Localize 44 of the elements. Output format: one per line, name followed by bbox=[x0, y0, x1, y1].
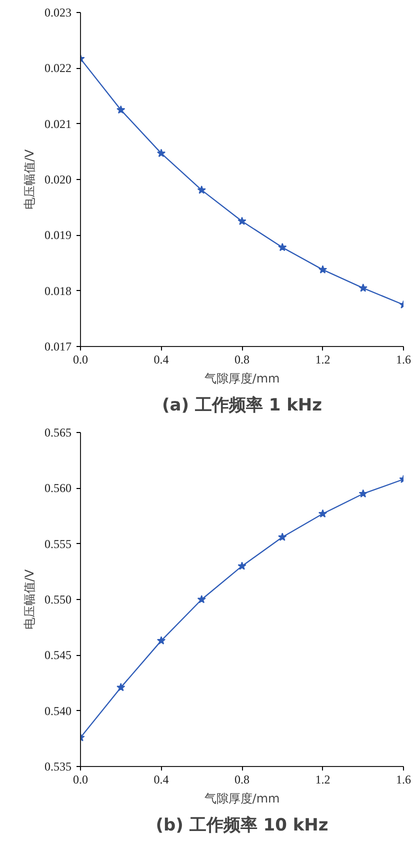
x-axis-title: 气隙厚度/mm bbox=[204, 372, 280, 386]
y-tick-label: 0.555 bbox=[44, 536, 72, 551]
y-tick-label: 0.535 bbox=[44, 760, 72, 774]
x-tick-label: 0.8 bbox=[234, 352, 250, 366]
y-tick-label: 0.022 bbox=[44, 61, 72, 76]
x-tick-label: 0.0 bbox=[73, 772, 88, 786]
x-tick-label: 0.8 bbox=[234, 772, 250, 786]
text: (b) 工作频率 10 kHz bbox=[156, 816, 328, 836]
point bbox=[358, 284, 368, 292]
x-tick-label: 0.0 bbox=[73, 352, 88, 366]
y-tick-label: 0.020 bbox=[44, 172, 72, 186]
y-tick-label: 0.565 bbox=[44, 426, 72, 440]
x-tick-label: 0.4 bbox=[154, 352, 169, 366]
x-tick-label: 1.2 bbox=[315, 772, 330, 786]
y-tick-label: 0.018 bbox=[44, 284, 72, 298]
y-tick-label: 0.550 bbox=[44, 592, 72, 606]
y-tick-label: 0.545 bbox=[44, 648, 72, 662]
point bbox=[156, 148, 166, 158]
y-tick-label: 0.017 bbox=[44, 340, 72, 354]
point bbox=[197, 595, 206, 604]
point bbox=[318, 509, 328, 518]
x-tick-label: 1.2 bbox=[315, 352, 330, 366]
y-tick-label: 0.021 bbox=[44, 116, 72, 131]
point bbox=[238, 216, 246, 225]
y-tick-label: 0.560 bbox=[44, 481, 72, 496]
y-tick-label: 0.023 bbox=[44, 6, 72, 20]
point bbox=[156, 636, 166, 644]
text: (a) 工作频率 1 kHz bbox=[162, 396, 322, 416]
y-axis-title: 电压幅值/V bbox=[22, 148, 36, 210]
y-tick-label: 0.019 bbox=[44, 228, 72, 242]
x-tick-label: 0.4 bbox=[154, 772, 169, 786]
point bbox=[318, 265, 328, 274]
point bbox=[278, 532, 287, 541]
x-axis-title: 气隙厚度/mm bbox=[204, 792, 280, 806]
point bbox=[116, 105, 126, 114]
point bbox=[278, 242, 287, 252]
x-tick-label: 1.6 bbox=[396, 772, 411, 786]
y-tick-label: 0.540 bbox=[44, 704, 72, 718]
x-tick-label: 1.6 bbox=[396, 352, 411, 366]
point bbox=[358, 489, 368, 498]
y-axis-title: 电压幅值/V bbox=[22, 568, 36, 630]
point bbox=[197, 186, 206, 194]
point bbox=[238, 562, 246, 570]
point bbox=[116, 682, 126, 692]
